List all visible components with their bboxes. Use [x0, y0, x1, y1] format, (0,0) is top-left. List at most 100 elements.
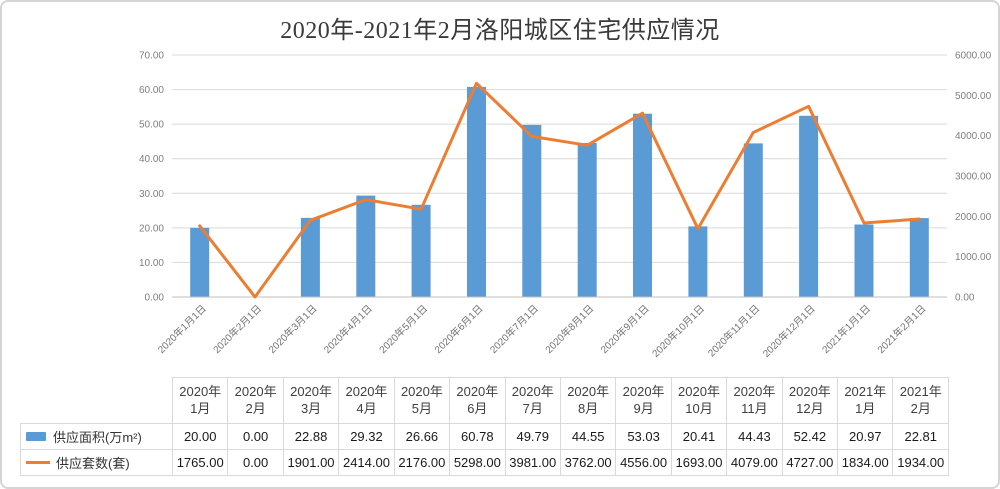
x-axis-label: 2020年2月1日 [210, 302, 264, 356]
table-cell: 2414.00 [338, 449, 395, 476]
table-row: 供应套数(套) 1765.00 0.00 1901.00 2414.00 2176.00 5… [20, 449, 949, 476]
table-cell: 2176.00 [393, 449, 451, 476]
supply-units-line [198, 81, 921, 299]
supply-area-bar [743, 143, 763, 297]
supply-area-bar [522, 124, 542, 298]
table-col-header: 2020年 1月 [171, 377, 229, 424]
table-col-header: 2020年 6月 [449, 377, 506, 424]
table-cell: 5298.00 [449, 449, 506, 476]
left-axis-tick: 50.00 [139, 120, 164, 131]
right-axis-tick: 4000.00 [955, 131, 992, 142]
supply-area-bar [300, 217, 320, 297]
supply-area-bar [577, 143, 597, 297]
supply-area-bar [688, 226, 708, 297]
x-axis-label: 2020年5月1日 [376, 302, 430, 356]
right-axis-tick: 0.00 [955, 293, 975, 304]
table-col-header: 2020年 8月 [559, 377, 617, 424]
table-cell: 1901.00 [282, 449, 340, 476]
table-cell: 60.78 [449, 423, 506, 450]
table-cell: 52.42 [781, 423, 839, 450]
table-cell: 44.55 [559, 423, 617, 450]
legend-cell: 供应面积(万m²) [20, 423, 173, 450]
x-axis-label: 2020年1月1日 [155, 302, 209, 356]
left-axis-tick: 70.00 [139, 51, 164, 62]
supply-area-bar [411, 204, 431, 297]
table-col-header: 2020年 9月 [615, 377, 672, 424]
table-cell: 49.79 [504, 423, 561, 450]
table-col-header: 2020年 7月 [504, 377, 561, 424]
table-body: 供应面积(万m²) 20.00 0.00 22.88 29.32 26.66 60.78 49… [20, 423, 949, 476]
table-col-header: 2021年 1月 [837, 377, 894, 424]
supply-area-bar [633, 113, 652, 297]
table-cell: 26.66 [393, 423, 451, 450]
legend-line-swatch-icon [26, 461, 50, 464]
table-cell: 4556.00 [615, 449, 672, 476]
table-header-row: 2020年 1月 2020年 2月 2020年 3月 2020年 4月 2020年 5月… [20, 377, 949, 424]
x-axis-label: 2020年10月1日 [649, 302, 707, 360]
supply-area-bar [190, 227, 210, 297]
data-table: 2020年 1月 2020年 2月 2020年 3月 2020年 4月 2020年 5月… [20, 377, 949, 476]
table-cell: 4727.00 [781, 449, 839, 476]
right-axis-tick: 3000.00 [955, 172, 992, 183]
table-col-header: 2020年 3月 [282, 377, 340, 424]
table-cell: 1934.00 [892, 449, 949, 476]
x-axis-label: 2020年11月1日 [705, 302, 762, 359]
table-col-header: 2020年 4月 [338, 377, 395, 424]
x-axis-label: 2020年12月1日 [760, 302, 818, 360]
x-axis-label: 2020年6月1日 [432, 302, 486, 356]
table-col-header: 2020年 12月 [781, 377, 839, 424]
left-axis-tick: 10.00 [139, 258, 164, 269]
table-cell: 1765.00 [171, 449, 229, 476]
table-cell: 20.97 [837, 423, 894, 450]
left-axis-tick: 40.00 [139, 154, 164, 165]
table-col-header: 2020年 11月 [726, 377, 783, 424]
left-axis-tick: 60.00 [139, 85, 164, 96]
legend-label: 供应套数(套) [56, 456, 130, 471]
table-cell: 1693.00 [670, 449, 728, 476]
x-axis-label: 2020年3月1日 [266, 302, 320, 356]
right-axis-tick: 6000.00 [955, 51, 992, 62]
table-cell: 29.32 [338, 423, 395, 450]
table-cell: 3981.00 [504, 449, 561, 476]
table-cell: 0.00 [227, 449, 284, 476]
supply-area-bar [854, 224, 874, 297]
x-axis-label: 2021年2月1日 [874, 302, 928, 356]
table-cell: 20.00 [171, 423, 229, 450]
left-axis-tick: 30.00 [139, 189, 164, 200]
chart-title: 2020年-2021年2月洛阳城区住宅供应情况 [280, 18, 720, 44]
supply-area-bar [356, 195, 376, 297]
right-axis-tick: 1000.00 [955, 252, 992, 263]
combo-chart: 0.00 10.00 20.00 30.00 40.00 50.00 60.00 70.00 0… [139, 51, 992, 360]
table-cell: 44.43 [726, 423, 783, 450]
table-col-header: 2020年 2月 [227, 377, 284, 424]
left-axis-tick: 20.00 [139, 223, 164, 234]
table-cell: 22.81 [892, 423, 949, 450]
table-cell: 20.41 [670, 423, 728, 450]
table-cell: 53.03 [615, 423, 672, 450]
table-corner-cell [20, 377, 173, 424]
x-axis-label: 2020年9月1日 [598, 302, 652, 356]
table-cell: 4079.00 [726, 449, 783, 476]
x-axis-label: 2020年8月1日 [542, 302, 596, 356]
table-col-header: 2020年 5月 [393, 377, 451, 424]
x-axis-label: 2021年1月1日 [819, 302, 873, 356]
supply-area-bar [467, 86, 486, 298]
table-cell: 3762.00 [559, 449, 617, 476]
x-axis-label: 2020年4月1日 [321, 302, 375, 356]
table-cell: 1834.00 [837, 449, 894, 476]
table-row: 供应面积(万m²) 20.00 0.00 22.88 29.32 26.66 60.78 49… [20, 423, 949, 450]
right-axis-tick: 5000.00 [955, 91, 992, 102]
supply-area-bar [909, 218, 929, 297]
right-axis-tick: 2000.00 [955, 212, 992, 223]
table-col-header: 2021年 2月 [892, 377, 949, 424]
supply-area-bar [799, 115, 819, 297]
table-col-header: 2020年 10月 [670, 377, 728, 424]
table-cell: 0.00 [227, 423, 284, 450]
left-axis-tick: 0.00 [145, 293, 165, 304]
x-axis-label: 2020年7月1日 [487, 302, 541, 356]
table-cell: 22.88 [282, 423, 340, 450]
legend-cell: 供应套数(套) [20, 449, 173, 476]
legend-label: 供应面积(万m²) [53, 430, 142, 445]
legend-bar-swatch-icon [26, 432, 46, 441]
